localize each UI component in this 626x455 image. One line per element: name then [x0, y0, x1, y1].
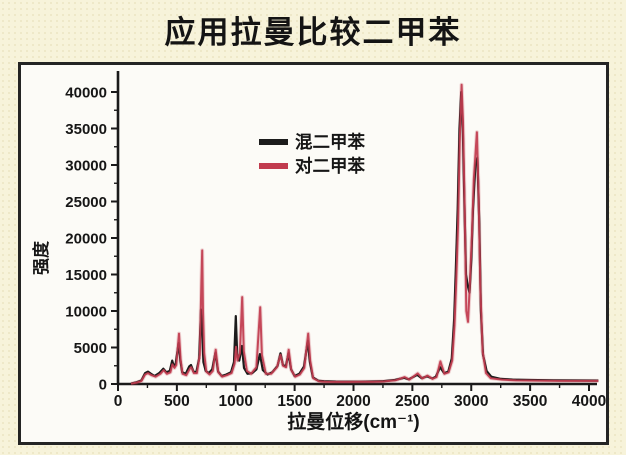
y-tick-label: 0: [99, 377, 107, 394]
chart-panel: 0 500 1000 1500 2000 2500 3000 3500 4000 0 5000 100…: [18, 62, 609, 445]
x-tick-label: 3500: [513, 393, 547, 410]
x-tick-label: 1500: [277, 393, 311, 410]
raman-spectrum-plot: 0 500 1000 1500 2000 2500 3000 3500 400005000100…: [31, 71, 606, 433]
y-tick-label: 40000: [65, 85, 107, 102]
x-axis-label: 拉曼位移(cm⁻¹): [287, 410, 419, 433]
para-xylene-line: [130, 83, 599, 385]
legend-label: 混二甲苯: [295, 132, 365, 152]
y-tick-label: 5000: [74, 340, 107, 357]
legend-label: 对二甲苯: [295, 156, 365, 176]
x-tick-label: 3000: [454, 393, 488, 410]
y-axis-label: 强度: [31, 240, 51, 275]
y-tick-label: 10000: [65, 304, 107, 321]
x-tick-label: 4000: [572, 393, 606, 410]
y-tick-label: 35000: [65, 121, 107, 138]
x-tick-label: 0: [114, 393, 123, 410]
y-tick-label: 30000: [65, 158, 107, 175]
x-tick-label: 500: [164, 393, 190, 410]
y-tick-label: 25000: [65, 194, 107, 211]
x-tick-label: 2000: [336, 393, 370, 410]
y-tick-label: 15000: [65, 267, 107, 284]
page-title: 应用拉曼比较二甲苯: [164, 15, 462, 50]
x-tick-label: 2500: [395, 393, 429, 410]
y-tick-label: 20000: [65, 231, 107, 248]
x-tick-label: 1000: [219, 393, 253, 410]
